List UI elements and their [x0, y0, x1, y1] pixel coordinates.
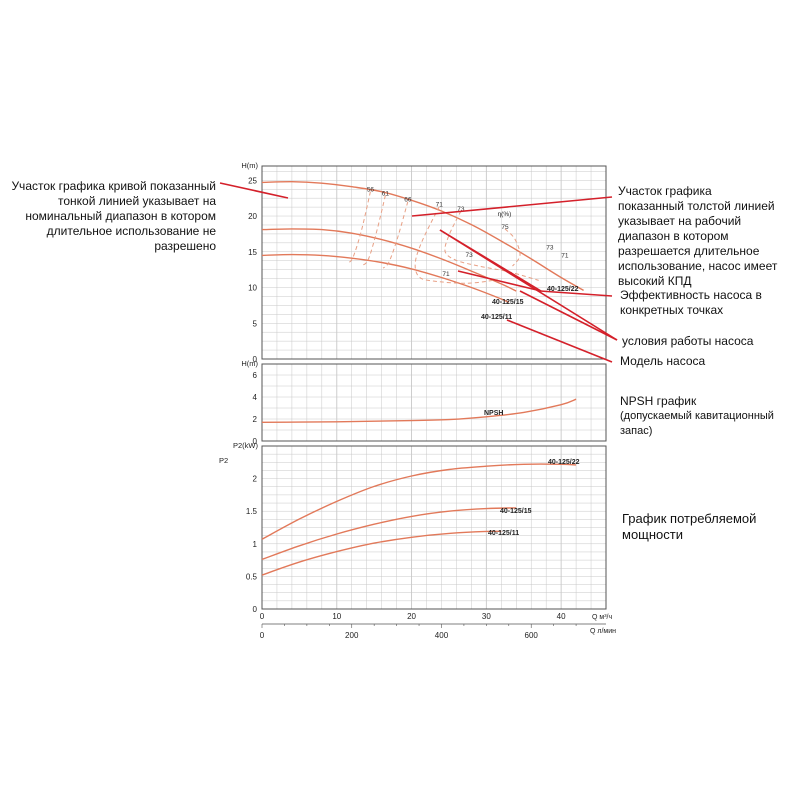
efficiency-isoline — [444, 210, 539, 281]
head-panel: 0 5 10 15 20 25 H(m) 56 61 66 71 73 75 73 71 73 71 η(%) 40… — [241, 161, 607, 364]
efficiency-value-label: 71 — [561, 252, 569, 259]
head-frame — [261, 165, 607, 360]
efficiency-value-label: 75 — [501, 224, 509, 231]
series-line — [261, 463, 577, 540]
thick-line-note: Участок графика показанный толстой линие… — [618, 184, 778, 288]
efficiency-value-label: 71 — [442, 271, 450, 278]
y-tick-label: 20 — [248, 212, 257, 221]
efficiency-note: Эффективность насоса в конкретных точках — [620, 288, 762, 317]
series-label-power-11: 40-125/11 — [488, 530, 519, 537]
efficiency-isoline — [504, 228, 521, 267]
efficiency-value-label: 56 — [367, 187, 375, 194]
y-tick-label: 2 — [253, 415, 258, 424]
x-tick-lmin: 600 — [525, 631, 539, 640]
callout-line — [539, 290, 613, 297]
y-tick-label: 15 — [248, 248, 257, 257]
callout-line — [457, 270, 542, 292]
thin-line-note: Участок графика кривой показанный тонкой… — [11, 179, 216, 253]
y-tick-label: 0 — [253, 355, 258, 364]
y-tick-label: 0 — [253, 437, 258, 446]
series-label-40-125-22: 40-125/22 — [547, 286, 579, 293]
y-axis-label: H(m) — [241, 359, 258, 368]
series-label-40-125-11: 40-125/11 — [481, 314, 512, 321]
callout-line — [219, 182, 289, 199]
series-label-power-22: 40-125/22 — [548, 459, 580, 466]
y-axis-label: H(m) — [241, 161, 258, 170]
npsh-panel: 0 2 4 6 H(m) NPSH — [241, 359, 607, 446]
npsh-frame — [261, 363, 607, 442]
x-axis-label-lmin: Q л/мин — [590, 628, 616, 635]
model-note: Модель насоса — [620, 354, 706, 368]
efficiency-value-label: 73 — [457, 206, 465, 213]
x-tick-m3h: 20 — [407, 612, 416, 621]
series-line — [261, 180, 584, 292]
series-line — [261, 530, 502, 576]
series-label-power-15: 40-125/15 — [500, 508, 532, 515]
y-tick-label: 0.5 — [246, 572, 258, 581]
y-tick-label: 25 — [248, 176, 257, 185]
efficiency-value-label: 73 — [546, 245, 554, 252]
x-tick-lmin: 200 — [345, 631, 359, 640]
y-tick-label: 4 — [253, 393, 258, 402]
series-label-npsh: NPSH — [484, 410, 503, 417]
x-tick-lmin: 400 — [435, 631, 449, 640]
y-tick-label: 2 — [253, 475, 258, 484]
efficiency-isoline — [361, 195, 386, 266]
efficiency-value-label: 71 — [436, 202, 444, 209]
series-line — [261, 507, 517, 561]
y-tick-label: 1.5 — [246, 507, 258, 516]
x-tick-m3h: 40 — [557, 612, 566, 621]
efficiency-isoline — [382, 201, 409, 269]
series-line — [261, 398, 577, 423]
efficiency-isoline — [414, 206, 498, 284]
x-tick-m3h: 30 — [482, 612, 491, 621]
x-tick-lmin: 0 — [260, 631, 265, 640]
y-axis-label-clipped: P2 — [219, 456, 228, 465]
conditions-note: условия работы насоса — [622, 334, 754, 348]
y-axis-label: P2(kW) — [233, 441, 259, 450]
efficiency-axis-label: η(%) — [498, 211, 512, 218]
y-tick-label: 0 — [253, 605, 258, 614]
npsh-note-title: NPSH график — [620, 394, 697, 408]
callout-line — [439, 229, 618, 341]
y-tick-label: 6 — [253, 371, 258, 380]
x-axis-label-m3h: Q м³/ч — [592, 614, 612, 621]
efficiency-value-label: 66 — [404, 197, 412, 204]
efficiency-isoline — [347, 191, 371, 264]
series-label-40-125-15: 40-125/15 — [492, 299, 524, 306]
efficiency-value-label: 61 — [382, 190, 390, 197]
power-panel: 0 0.5 1 1.5 2 P2(kW) P2 40-125/22 40-125/15 40-12… — [219, 441, 616, 640]
y-tick-label: 1 — [253, 540, 258, 549]
x-tick-m3h: 0 — [260, 612, 265, 621]
x-tick-m3h: 10 — [332, 612, 341, 621]
efficiency-value-label: 73 — [466, 252, 474, 259]
series-line — [261, 228, 517, 292]
npsh-note-sub: (допускаемый кавитационный запас) — [620, 410, 774, 437]
callout-line — [519, 290, 618, 341]
callout-line — [411, 196, 613, 217]
power-note: График потребляемой мощности — [622, 511, 757, 542]
callout-line — [506, 319, 613, 363]
series-line — [261, 253, 510, 304]
y-tick-label: 5 — [253, 319, 258, 328]
power-frame — [261, 445, 607, 610]
y-tick-label: 10 — [248, 284, 257, 293]
